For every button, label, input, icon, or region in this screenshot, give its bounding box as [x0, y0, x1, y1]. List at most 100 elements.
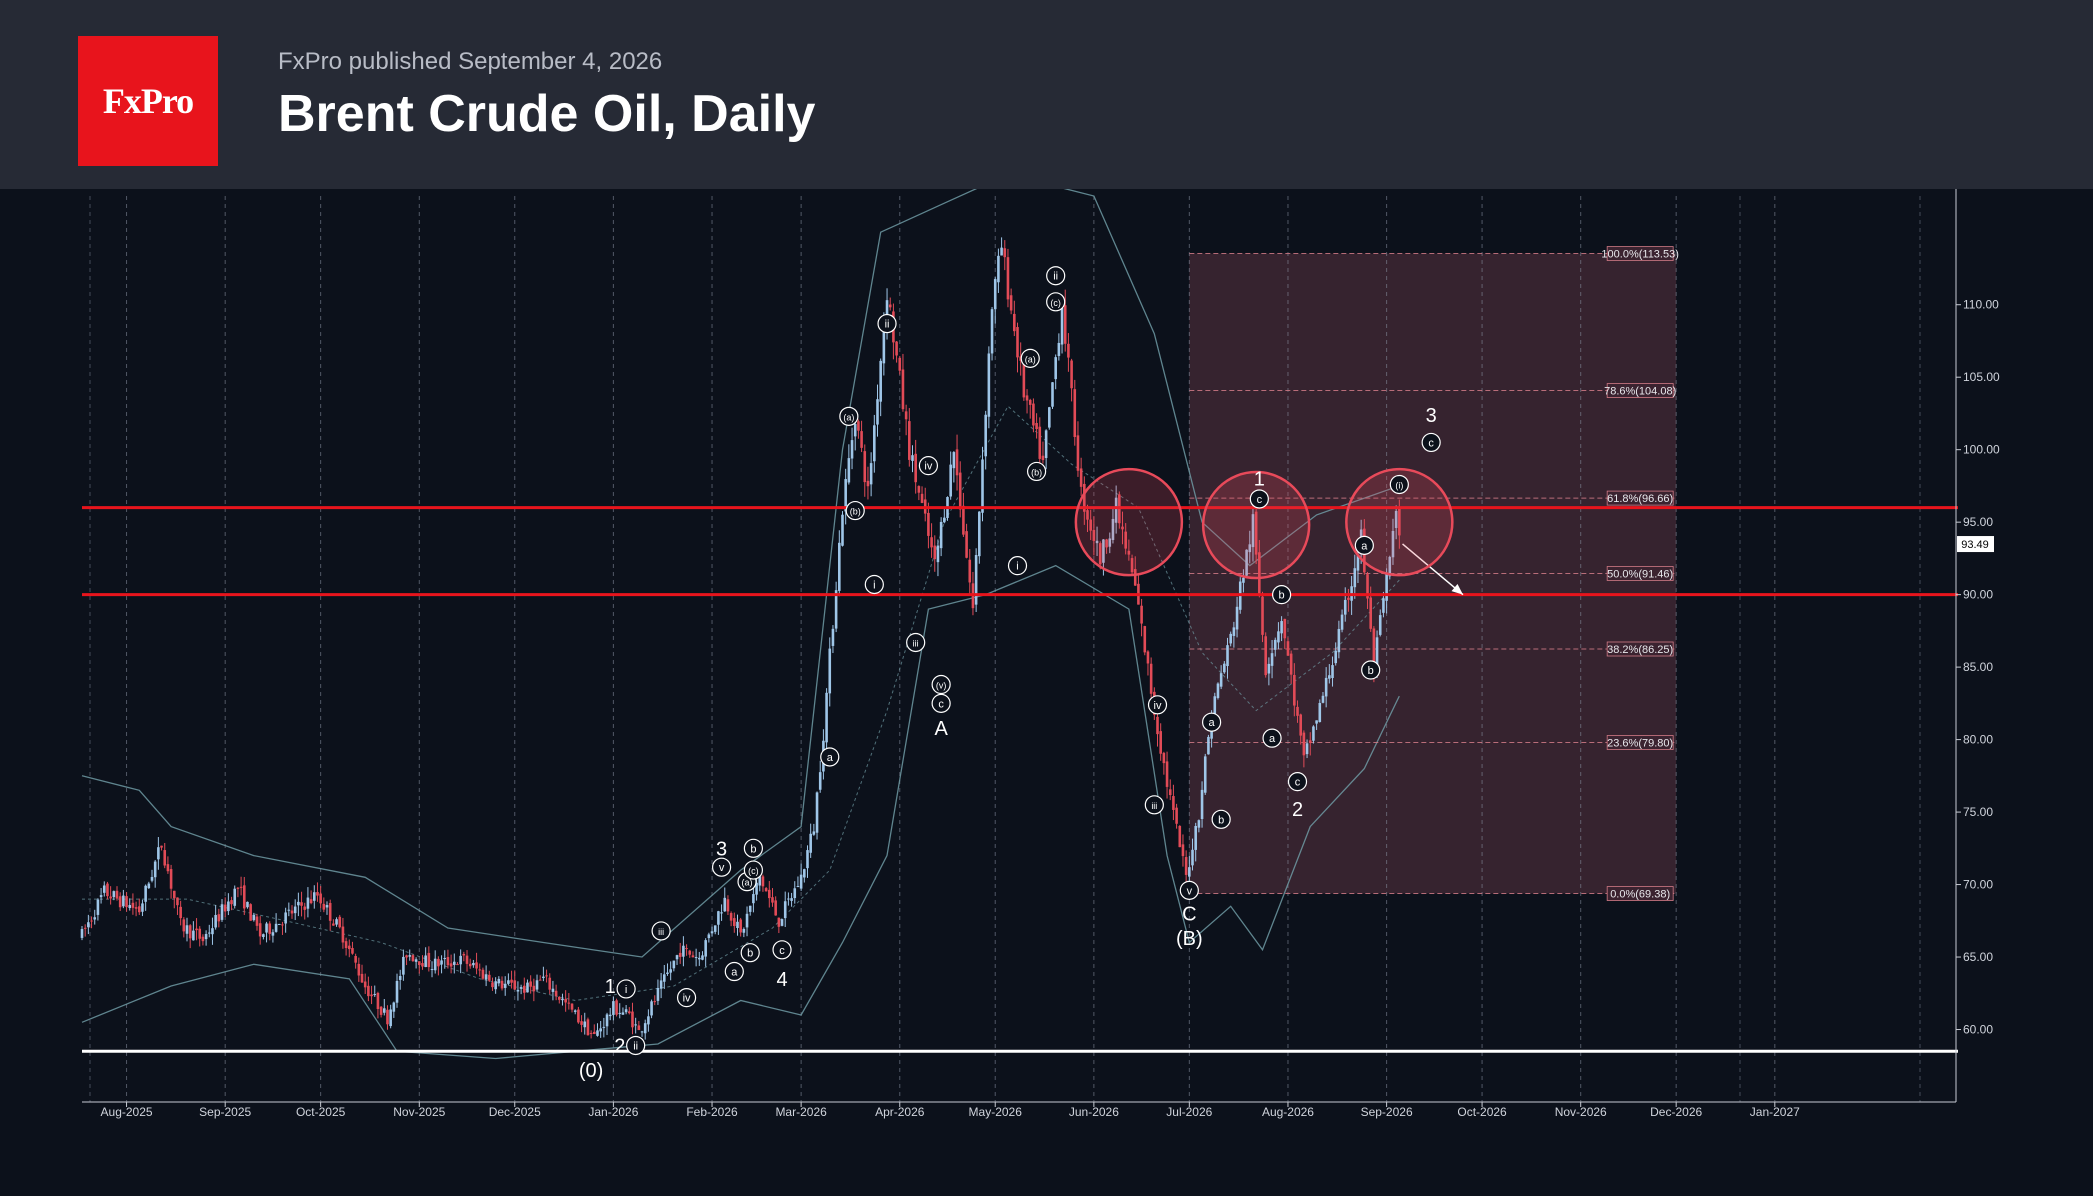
candle-body — [602, 1026, 606, 1028]
candle-body — [911, 455, 914, 461]
candle-body — [185, 925, 189, 934]
wave-label: a — [1361, 540, 1368, 552]
candle-body — [338, 916, 342, 928]
y-tick-label: 65.00 — [1963, 950, 1993, 964]
candle-body — [592, 1031, 596, 1035]
candle-body — [99, 895, 103, 898]
candle-body — [764, 888, 768, 892]
x-tick-label: May-2026 — [969, 1105, 1023, 1119]
candle-body — [160, 845, 163, 848]
candle-body — [1245, 549, 1248, 576]
wave-label-circle — [1249, 489, 1269, 509]
x-tick-label: Aug-2026 — [1262, 1105, 1314, 1119]
candle-body — [656, 987, 660, 1001]
candle-body — [933, 545, 937, 560]
candle-body — [357, 963, 361, 976]
wave-label: (c) — [1050, 298, 1061, 308]
candle-body — [748, 905, 752, 912]
candle-body — [958, 472, 962, 510]
candle-body — [1009, 295, 1013, 311]
candle-body — [895, 341, 898, 356]
wave-label-circle — [1147, 695, 1168, 715]
candle-body — [449, 963, 453, 967]
candle-body — [1079, 468, 1083, 487]
wave-label-circle — [864, 574, 884, 595]
candle-body — [1312, 726, 1315, 741]
candle-body — [803, 869, 806, 878]
wave-label-circle — [1211, 809, 1231, 829]
candle-body — [1299, 714, 1302, 736]
candle-body — [1200, 789, 1204, 820]
wave-label-circle — [1354, 535, 1374, 555]
candle-body — [223, 904, 227, 912]
candle-body — [274, 923, 278, 932]
candle-body — [1277, 631, 1280, 643]
candle-body — [207, 932, 211, 934]
candle-body — [1321, 695, 1325, 703]
fib-level-box — [1606, 566, 1674, 581]
candle-body — [853, 423, 857, 437]
candle-body — [685, 948, 688, 950]
candle-body — [249, 904, 252, 921]
candle-body — [965, 531, 968, 558]
fib-level-label: 100.0%(113.53) — [1601, 249, 1678, 261]
candle-body — [589, 1032, 593, 1034]
wave-label-circle — [918, 456, 939, 476]
candle-body — [920, 493, 924, 503]
candle-body — [131, 902, 135, 908]
wave-label-circle — [616, 979, 636, 999]
candle-body — [771, 897, 774, 903]
candle-body — [153, 861, 157, 878]
candle-body — [1394, 510, 1398, 528]
y-tick-label: 100.00 — [1963, 443, 2000, 457]
candle-body — [201, 936, 205, 942]
candle-body — [363, 981, 367, 988]
candle-body — [90, 920, 93, 922]
wave-label-circle — [931, 693, 951, 713]
candle-body — [1289, 653, 1293, 675]
wave-label: iv — [1154, 700, 1162, 712]
wave-label-circle — [931, 674, 951, 695]
wave-label-circle — [740, 943, 760, 963]
candle-body — [332, 923, 335, 926]
candle-body — [83, 927, 87, 929]
wave-label: i — [625, 984, 627, 996]
candle-body — [1283, 618, 1287, 639]
candle-body — [176, 897, 179, 906]
candle-body — [233, 888, 237, 906]
wave-label: iv — [924, 461, 932, 473]
candle-body — [1191, 849, 1194, 866]
wave-label: C — [1182, 904, 1196, 926]
candle-body — [570, 1003, 574, 1010]
candle-body — [618, 1012, 622, 1014]
candle-body — [637, 1025, 641, 1031]
candle-body — [838, 542, 841, 591]
candle-body — [812, 831, 816, 835]
wave-label: (b) — [850, 507, 861, 517]
x-tick-label: Aug-2025 — [101, 1105, 153, 1119]
wave-label-circle — [651, 921, 671, 941]
candle-body — [1197, 820, 1201, 828]
candle-body — [1000, 247, 1003, 256]
wave-label: (i) — [1395, 480, 1403, 490]
wave-label-circle — [676, 988, 697, 1008]
candle-body — [879, 360, 882, 402]
candle-body — [277, 923, 281, 925]
lower-band-line — [81, 564, 1400, 1060]
candle-body — [704, 940, 707, 957]
candle-body — [214, 914, 217, 928]
wave-label: a — [1269, 733, 1276, 745]
wave-label-circle — [1026, 461, 1047, 482]
candle-body — [335, 919, 338, 925]
candle-body — [239, 886, 243, 888]
candle-body — [195, 928, 198, 931]
wave-label-circle — [1020, 348, 1040, 368]
candle-body — [777, 917, 781, 927]
candle-body — [962, 505, 965, 535]
candle-body — [873, 425, 876, 462]
candle-body — [1372, 628, 1376, 671]
candle-body — [341, 926, 345, 943]
candle-body — [408, 955, 412, 957]
candle-body — [211, 928, 214, 935]
candle-body — [1388, 556, 1392, 577]
